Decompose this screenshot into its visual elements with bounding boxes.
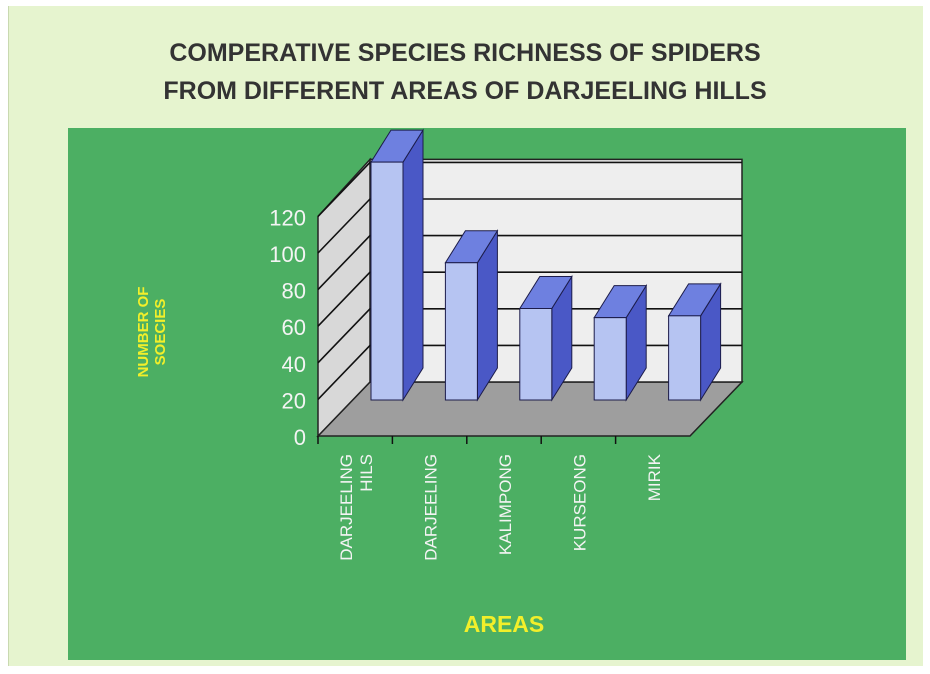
bar-4	[593, 283, 648, 402]
x-tick-label: DARJEELING	[422, 454, 441, 561]
x-tick-label-line: DARJEELING	[422, 454, 441, 561]
y-tick-labels: 0 20 40 60 80 100 120	[269, 205, 306, 450]
chart-title: COMPERATIVE SPECIES RICHNESS OF SPIDERS …	[8, 34, 922, 110]
gridline	[317, 234, 742, 291]
y-tick-label: 120	[269, 205, 306, 230]
x-tick-label-line: KURSEONG	[570, 454, 589, 551]
bar-front-face	[519, 308, 553, 401]
y-axis-title-line-2: SOECIES	[152, 299, 169, 366]
x-tick-label-line: HILS	[357, 454, 376, 492]
x-tick-label: KURSEONG	[570, 454, 589, 551]
bar-front-face	[593, 317, 627, 401]
y-tick-label: 60	[282, 315, 306, 340]
bar-front-face	[668, 315, 702, 401]
x-tick-label-line: MIRIK	[645, 453, 664, 501]
bar-front-face	[370, 161, 404, 401]
x-tick-label: MIRIK	[645, 453, 664, 501]
y-tick-label: 0	[294, 425, 306, 450]
y-tick-label: 80	[282, 279, 306, 304]
x-tick-labels: DARJEELINGHILS DARJEELING KALIMPONG KURSEON…	[317, 436, 664, 561]
x-axis-title: AREAS	[464, 611, 545, 637]
bar-side-face	[402, 128, 424, 402]
bar-3	[518, 274, 573, 402]
y-tick-label: 20	[282, 388, 306, 413]
bar-front-face	[444, 262, 478, 401]
bars	[370, 128, 722, 402]
bar-1	[370, 128, 424, 402]
gridline	[317, 271, 742, 327]
x-tick-label-line: DARJEELING	[337, 454, 356, 561]
bar-2	[444, 229, 499, 402]
gridline	[317, 161, 742, 217]
x-tick-label: DARJEELINGHILS	[337, 454, 376, 561]
gridline	[317, 198, 742, 254]
y-tick-label: 100	[269, 242, 306, 267]
plot-panel: 0 20 40 60 80 100 120 DARJEELINGHILS DARJEELING…	[68, 128, 906, 660]
bar-5	[667, 282, 722, 402]
chart-title-line-1: COMPERATIVE SPECIES RICHNESS OF SPIDERS	[169, 39, 761, 67]
y-axis-title-line-1: NUMBER OF	[135, 287, 152, 378]
chart-title-line-2: FROM DIFFERENT AREAS OF DARJEELING HILLS	[163, 77, 767, 105]
x-tick-label: KALIMPONG	[496, 454, 515, 555]
y-tick-label: 40	[282, 352, 306, 377]
x-tick-label-line: KALIMPONG	[496, 454, 515, 555]
